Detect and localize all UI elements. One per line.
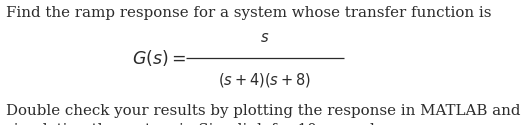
Text: Find the ramp response for a system whose transfer function is: Find the ramp response for a system whos… (6, 6, 492, 20)
Text: $G(s) =$: $G(s) =$ (132, 48, 186, 68)
Text: Double check your results by plotting the response in MATLAB and
simulating the : Double check your results by plotting th… (6, 104, 521, 125)
Text: $s$: $s$ (260, 30, 270, 44)
Text: $(s+4)(s+8)$: $(s+4)(s+8)$ (218, 71, 312, 89)
